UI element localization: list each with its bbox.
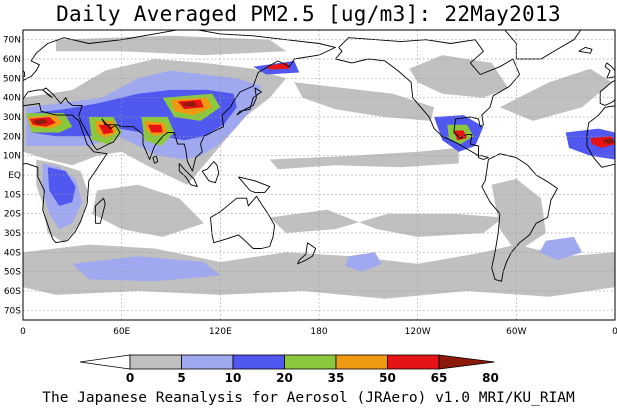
pm25-field-south-america-gray — [491, 178, 546, 253]
coastline-eurasia — [23, 30, 336, 172]
colorbar-label: 35 — [328, 371, 345, 385]
lat-label: 60N — [3, 55, 21, 65]
coastline-sumatra — [178, 163, 198, 188]
lat-label: 10S — [4, 190, 21, 200]
colorbar-bin — [181, 354, 234, 370]
coastline-japan — [236, 87, 262, 116]
lat-label: 50S — [4, 268, 21, 278]
pm25-field-africa-20 — [47, 167, 76, 206]
lon-label: 0 — [20, 327, 26, 337]
pm25-field-india-65 — [148, 124, 163, 133]
coastline-north-america — [334, 37, 521, 160]
colorbar-bin — [232, 354, 285, 370]
pm25-field-south-pacific-blob — [345, 252, 382, 272]
colorbar-label: 20 — [276, 371, 293, 385]
pm25-field-pacific-itcz-gray — [269, 147, 459, 170]
colorbar-bin — [335, 354, 388, 370]
pm25-field-n-pacific-gray — [294, 82, 435, 121]
coastline-new-zealand — [297, 242, 317, 265]
colorbar-label: 80 — [482, 371, 499, 385]
pm25-field-sahara-80 — [32, 118, 48, 125]
pm25-field-pacific-south-gray — [269, 209, 504, 237]
lat-label: 20S — [4, 210, 21, 220]
coastlines — [23, 30, 615, 282]
colorbar-label: 65 — [431, 371, 448, 385]
lon-label: 0 — [612, 327, 617, 337]
lat-label: 70N — [3, 36, 21, 46]
colorbar-label: 50 — [379, 371, 396, 385]
longitude-labels: 0 60E 120E 180 120W 60W 0 — [20, 327, 617, 337]
coastline-uk — [23, 69, 26, 78]
colorbar-bin — [438, 354, 495, 370]
lat-label: 10N — [3, 152, 21, 162]
coastline-africa — [23, 103, 108, 244]
colorbar-label: 0 — [126, 371, 134, 385]
lon-label: 180 — [310, 327, 327, 337]
pm25-field-arabia-65 — [98, 124, 114, 135]
lon-label: 60E — [113, 327, 130, 337]
coastline-australia — [210, 195, 276, 249]
lat-label: 20N — [3, 132, 21, 142]
coastline-madagascar — [94, 197, 106, 224]
lat-label: EQ — [8, 171, 21, 181]
pm25-field-west-africa-plume-80 — [601, 138, 615, 145]
pm25-field-south-atlantic-blob — [539, 236, 583, 261]
coastline-new-guinea — [238, 176, 271, 193]
coastline-uk — [604, 62, 615, 79]
lat-label: 50N — [3, 74, 21, 84]
lat-label: 40S — [4, 248, 21, 258]
coastline-iceland — [578, 46, 593, 54]
pm25-field-indian-ocean-gray — [92, 184, 204, 237]
colorbar-bin — [284, 354, 337, 370]
graticule — [23, 30, 615, 320]
lat-label: 40N — [3, 94, 21, 104]
lon-label: 60W — [506, 327, 526, 337]
map-frame — [22, 29, 616, 321]
colorbar: 0 5 10 20 35 50 65 80 — [79, 354, 499, 385]
colorbar-label: 10 — [225, 371, 242, 385]
coastline-borneo — [201, 161, 220, 184]
pm25-field-n-america-gray — [409, 55, 509, 98]
pm25-field-china-80 — [180, 101, 198, 107]
lon-label: 120E — [209, 327, 232, 337]
pm25-field-west-africa-plume-20 — [565, 128, 615, 160]
lon-label: 120W — [405, 327, 431, 337]
lat-label: 30N — [3, 113, 21, 123]
pm25-field-mexico-65 — [453, 130, 467, 141]
data-credit: The Japanese Reanalysis for Aerosol (JRA… — [42, 390, 575, 406]
lat-label: 60S — [4, 287, 21, 297]
latitude-labels: 70N 60N 50N 40N 30N 20N 10N EQ 10S 20S 30S 40S 50S 60… — [3, 36, 21, 317]
pm25-field-south-indian-blob — [72, 256, 221, 282]
lat-label: 30S — [4, 229, 21, 239]
coastline-greenland — [504, 30, 582, 60]
coastline-south-america — [481, 153, 558, 282]
colorbar-bin — [387, 354, 440, 370]
colorbar-label: 5 — [177, 371, 185, 385]
lat-label: 70S — [4, 306, 21, 316]
pm25-field-n-atlantic-gray — [499, 68, 612, 121]
colorbar-bin — [79, 354, 131, 370]
pm25-field-siberia-fire — [266, 62, 290, 70]
map-title: Daily Averaged PM2.5 [ug/m3]: 22May2013 — [56, 2, 561, 26]
colorbar-bin — [129, 354, 182, 370]
